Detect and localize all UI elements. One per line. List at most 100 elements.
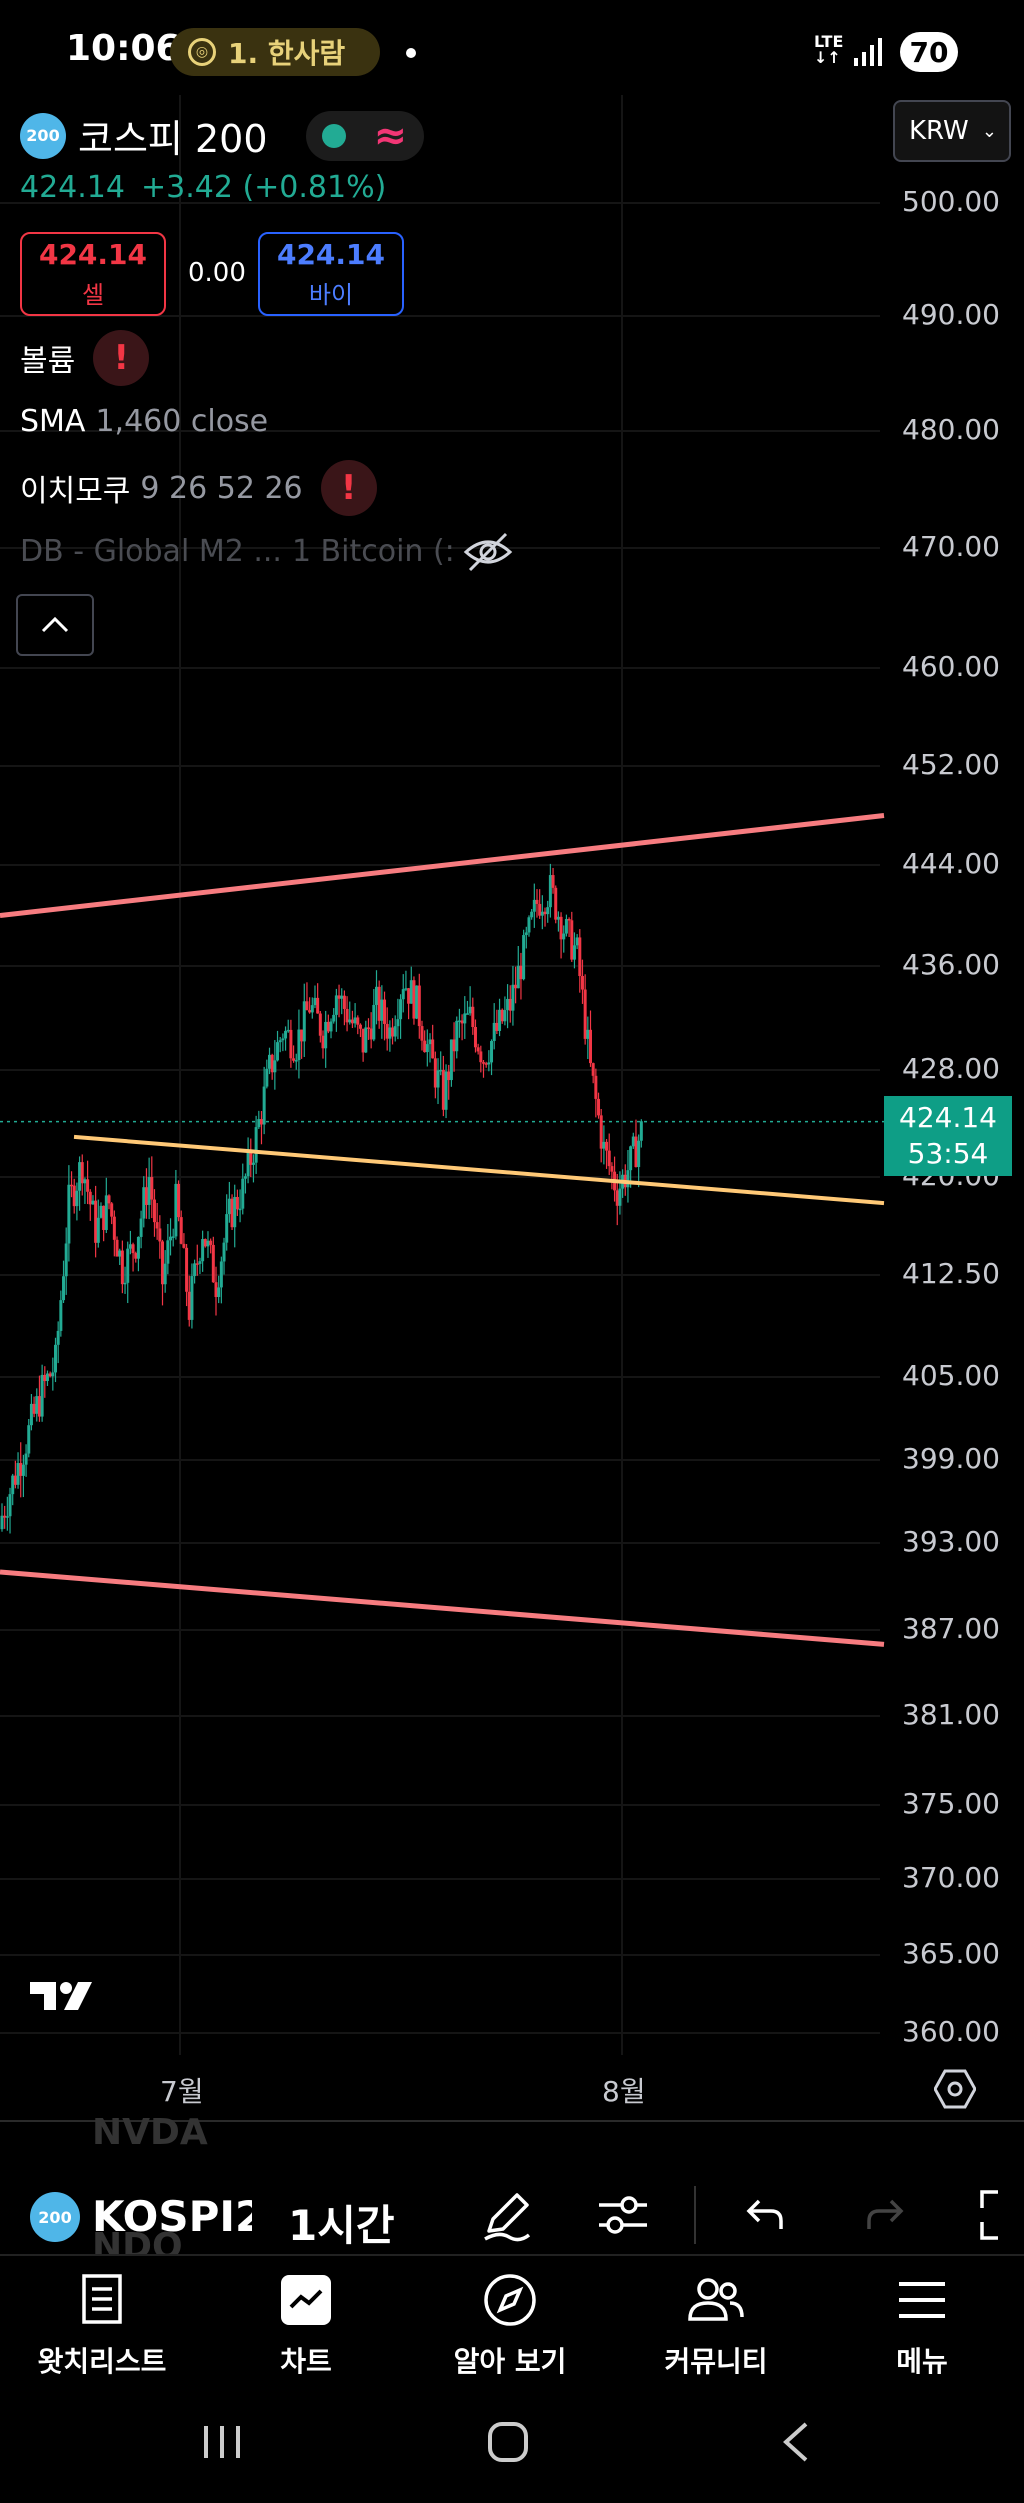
nav-label: 커뮤니티: [664, 2345, 768, 2378]
indicator-ichimoku[interactable]: 이치모쿠 9 26 52 26 !: [20, 460, 377, 516]
pen-icon: [484, 2193, 531, 2242]
candle-body: [423, 1040, 427, 1053]
fullscreen-button[interactable]: [970, 2180, 1024, 2250]
market-open-icon: [321, 123, 346, 148]
candle-body: [540, 911, 544, 916]
candle-body: [324, 1021, 328, 1049]
candle-body: [479, 1051, 483, 1063]
symbol-search-button[interactable]: KOSPI200: [92, 2192, 252, 2241]
community-icon: [686, 2270, 746, 2330]
candle-body: [88, 1191, 92, 1205]
price-chart[interactable]: [0, 95, 1024, 2085]
candle-body: [342, 995, 346, 1009]
indicator-global-m2[interactable]: DB - Global M2 ... 1 Bitcoin (:: [20, 534, 455, 569]
candle-body: [637, 1140, 641, 1168]
candle-body: [83, 1179, 87, 1184]
candle-body: [70, 1184, 74, 1187]
candle-body: [286, 1029, 290, 1032]
drawing-tool-button[interactable]: [472, 2180, 542, 2250]
candle-body: [618, 1188, 622, 1206]
price-axis-label: 480.00: [902, 413, 1000, 446]
candle-body: [120, 1250, 124, 1285]
toolbar-symbol-badge: 200: [30, 2192, 80, 2242]
nav-explore[interactable]: 알아 보기: [410, 2270, 610, 2380]
candle-body: [152, 1199, 156, 1223]
indicator-params: 9 26 52 26: [140, 470, 303, 506]
symbol-header[interactable]: 200 코스피 200 ≈: [20, 108, 424, 163]
candle-body: [59, 1300, 63, 1331]
candle-body: [597, 1098, 601, 1116]
current-price: 424.14: [899, 1101, 997, 1134]
candle-body: [575, 937, 579, 946]
notification-pill[interactable]: ◎ 1. 한사람: [170, 28, 380, 76]
candle-body: [246, 1150, 250, 1177]
price-axis-label: 452.00: [902, 748, 1000, 781]
candle-body: [607, 1150, 611, 1167]
warning-icon[interactable]: !: [320, 460, 377, 516]
price-axis-label: 405.00: [902, 1359, 1000, 1392]
candle-body: [457, 1020, 461, 1022]
candle-body: [415, 985, 419, 1019]
candle-body: [302, 1001, 306, 1042]
candle-body: [3, 1515, 7, 1518]
candle-body: [163, 1263, 167, 1285]
candle-body: [222, 1242, 226, 1262]
candle-body: [393, 1026, 397, 1037]
indicator-volume[interactable]: 볼륨 !: [20, 330, 150, 386]
redo-button[interactable]: [850, 2180, 920, 2250]
sell-button[interactable]: 424.14 셀: [20, 232, 166, 316]
candle-body: [257, 1119, 261, 1128]
candle-body: [300, 1029, 304, 1042]
candle-body: [235, 1196, 239, 1210]
candle-body: [259, 1119, 263, 1125]
indicators-button[interactable]: [588, 2180, 658, 2250]
chart-settings-icon[interactable]: [934, 2068, 976, 2110]
recent-apps-icon[interactable]: [200, 2422, 244, 2462]
undo-icon: [746, 2199, 783, 2229]
candle-body: [35, 1396, 39, 1414]
undo-button[interactable]: [730, 2180, 800, 2250]
candle-body: [353, 1017, 357, 1024]
candle-body: [522, 935, 526, 980]
candle-body: [201, 1239, 205, 1262]
nav-menu[interactable]: 메뉴: [822, 2270, 1022, 2380]
nav-watchlist[interactable]: 왓치리스트: [2, 2270, 202, 2380]
market-status[interactable]: ≈: [305, 110, 424, 161]
back-icon[interactable]: [778, 2420, 812, 2464]
candle-body: [404, 988, 408, 990]
sell-label: 셀: [81, 281, 105, 309]
nav-community[interactable]: 커뮤니티: [616, 2270, 816, 2380]
home-icon[interactable]: [486, 2420, 530, 2464]
buy-button[interactable]: 424.14 바이: [258, 232, 404, 316]
candle-body: [484, 1063, 488, 1065]
status-time: 10:06: [66, 28, 181, 69]
candle-body: [508, 998, 512, 1011]
candle-body: [578, 937, 582, 977]
candle-body: [554, 887, 558, 920]
sell-price: 424.14: [38, 238, 148, 271]
interval-button[interactable]: 1시간: [288, 2201, 395, 2250]
candle-body: [366, 1027, 370, 1029]
candle-body: [543, 911, 547, 915]
candle-body: [268, 1054, 271, 1069]
price-axis-label: 365.00: [902, 1937, 1000, 1970]
price-axis-label: 381.00: [902, 1698, 1000, 1731]
candle-body: [316, 997, 320, 1014]
indicator-sma[interactable]: SMA 1,460 close: [20, 404, 268, 439]
candle-body: [195, 1263, 199, 1265]
eye-off-icon[interactable]: [462, 530, 514, 574]
candle-body: [313, 997, 317, 1006]
chevron-up-icon: [41, 616, 69, 633]
nav-chart[interactable]: 차트: [206, 2270, 406, 2380]
candle-body: [570, 920, 574, 960]
candle-body: [498, 1009, 502, 1031]
candle-body: [182, 1243, 186, 1248]
candle-body: [580, 976, 584, 990]
symbol-name[interactable]: 코스피 200: [78, 117, 268, 161]
warning-icon[interactable]: !: [93, 330, 150, 386]
currency-selector[interactable]: KRW ⌄: [893, 100, 1011, 162]
candle-body: [78, 1162, 82, 1191]
collapse-legend-button[interactable]: [16, 594, 94, 656]
candle-body: [364, 1027, 368, 1053]
candle-body: [169, 1236, 173, 1241]
